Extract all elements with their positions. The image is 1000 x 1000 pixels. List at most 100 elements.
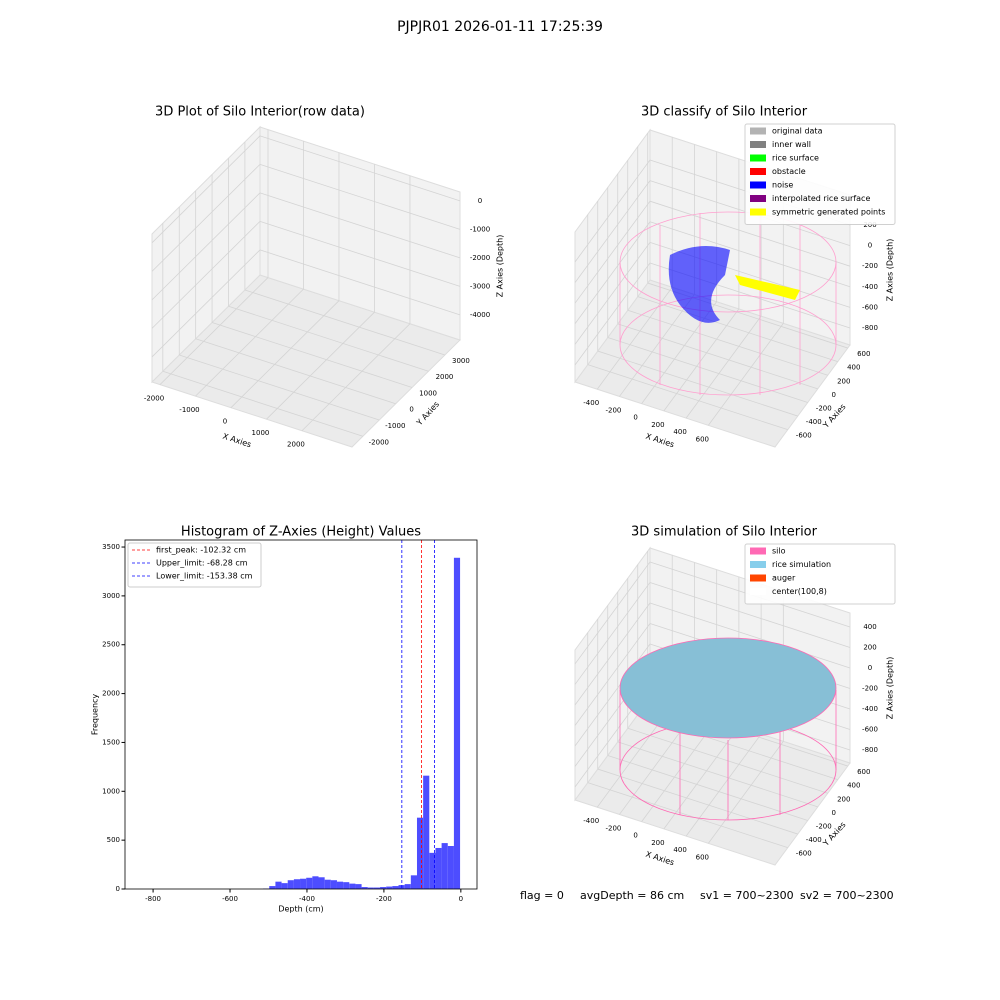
legend-label: original data xyxy=(772,127,823,136)
bar xyxy=(380,887,387,889)
y-tick-label: 2500 xyxy=(102,641,120,649)
silo-wireframe xyxy=(619,211,837,396)
legend-label: Lower_limit: -153.38 cm xyxy=(156,572,253,581)
grid-line xyxy=(617,741,818,808)
grid-line xyxy=(151,192,261,301)
z-tick-label: 0 xyxy=(478,197,482,205)
bar xyxy=(386,886,393,889)
grid-line xyxy=(574,623,651,726)
grid-line xyxy=(574,242,651,345)
grid-line xyxy=(574,221,651,325)
bar xyxy=(392,886,399,889)
bar xyxy=(416,817,424,889)
x-tick-label: -400 xyxy=(583,399,599,407)
z-axis-label: Z Axies (Depth) xyxy=(886,239,895,302)
status-text: avgDepth = 86 cm xyxy=(580,889,684,902)
z-axis-label: Z Axies (Depth) xyxy=(496,235,505,298)
bar xyxy=(269,886,276,889)
y-tick-label: -600 xyxy=(796,850,812,858)
grid-line xyxy=(211,322,413,388)
y-tick-label: 2000 xyxy=(102,690,120,698)
x-tick-label: 600 xyxy=(696,853,709,861)
grid-line xyxy=(649,582,851,648)
status-bar: flag = 0 avgDepth = 86 cm sv1 = 700~2300 sv… xyxy=(520,889,894,902)
legend-swatch xyxy=(750,208,766,216)
bar xyxy=(441,843,448,889)
y-axis-label: Y Axies xyxy=(414,400,441,428)
y-tick-label: 400 xyxy=(847,782,860,790)
z-tick-label: -400 xyxy=(862,283,878,291)
bar xyxy=(349,883,356,889)
z-tick-label: -600 xyxy=(862,303,878,311)
y-tick-label: -600 xyxy=(796,432,812,440)
grid-line xyxy=(244,289,446,356)
x-tick-label: 1000 xyxy=(252,429,270,437)
z-tick-label: -600 xyxy=(862,725,878,733)
legend-box xyxy=(744,123,896,225)
x-axis-label: X Axies xyxy=(645,850,676,868)
x-tick-label: -600 xyxy=(222,895,238,903)
y-tick-label: 1000 xyxy=(419,389,437,397)
grid-line xyxy=(230,300,340,408)
y-tick-label: -200 xyxy=(816,822,832,830)
y-tick-label: 200 xyxy=(837,377,850,385)
y-tick-label: 0 xyxy=(409,406,413,414)
grid-line xyxy=(685,315,762,419)
x-tick-label: -1000 xyxy=(179,406,199,414)
z-tick-label: 0 xyxy=(868,664,872,672)
x-tick-label: 200 xyxy=(651,421,664,429)
z-tick-label: 400 xyxy=(863,623,876,631)
x-tick-label: 400 xyxy=(673,428,686,436)
grid-line xyxy=(151,221,261,329)
grid-line xyxy=(151,164,261,272)
z-tick-label: -800 xyxy=(862,324,878,332)
x-tick-label: 2000 xyxy=(287,441,305,449)
z-tick-label: -800 xyxy=(862,746,878,754)
legend-swatch xyxy=(750,181,766,189)
y-tick-label: 3500 xyxy=(102,543,120,551)
legend-box xyxy=(744,543,896,605)
bar xyxy=(281,883,288,889)
legend-label: inner wall xyxy=(772,140,811,149)
y-tick-label: 400 xyxy=(847,364,860,372)
z-tick-label: -4000 xyxy=(470,311,490,319)
grid-line xyxy=(587,782,788,849)
legend-swatch xyxy=(750,547,766,555)
grid-line xyxy=(708,323,784,426)
z-axis-label: Z Axies (Depth) xyxy=(886,657,895,720)
x-tick-label: -200 xyxy=(605,406,621,414)
grid-line xyxy=(574,602,651,706)
grid-line xyxy=(574,262,651,366)
z-tick-label: -3000 xyxy=(470,282,490,290)
x-tick-label: -200 xyxy=(376,895,392,903)
y-tick-label: -1000 xyxy=(385,422,405,430)
legend-box xyxy=(127,542,262,588)
grid-line xyxy=(597,768,798,835)
grid-line xyxy=(649,200,851,267)
y-tick-label: -200 xyxy=(816,404,832,412)
bar xyxy=(373,887,381,889)
x-tick-label: -200 xyxy=(605,824,621,832)
bar xyxy=(447,846,454,889)
grid-line xyxy=(259,163,461,230)
bar xyxy=(336,881,344,889)
figure-title: PJPJR01 2026-01-11 17:25:39 xyxy=(397,19,603,35)
y-tick-label: 600 xyxy=(857,350,870,358)
z-tick-label: 200 xyxy=(863,643,876,651)
grid-line xyxy=(597,350,798,417)
x-tick-label: 0 xyxy=(633,832,637,840)
chart-title: 3D simulation of Silo Interior xyxy=(631,525,818,540)
bar xyxy=(312,876,319,889)
bar xyxy=(318,877,325,889)
x-tick-label: 400 xyxy=(673,846,686,854)
legend-label: symmetric generated points xyxy=(772,208,885,217)
grid-line xyxy=(179,354,380,421)
legend-swatch xyxy=(750,141,766,148)
y-tick-label: 500 xyxy=(107,836,120,844)
bar xyxy=(293,879,301,889)
y-tick-label: -400 xyxy=(806,836,822,844)
grid-line xyxy=(301,323,411,432)
legend-swatch xyxy=(750,154,766,162)
status-text: sv1 = 700~2300 xyxy=(700,889,794,902)
